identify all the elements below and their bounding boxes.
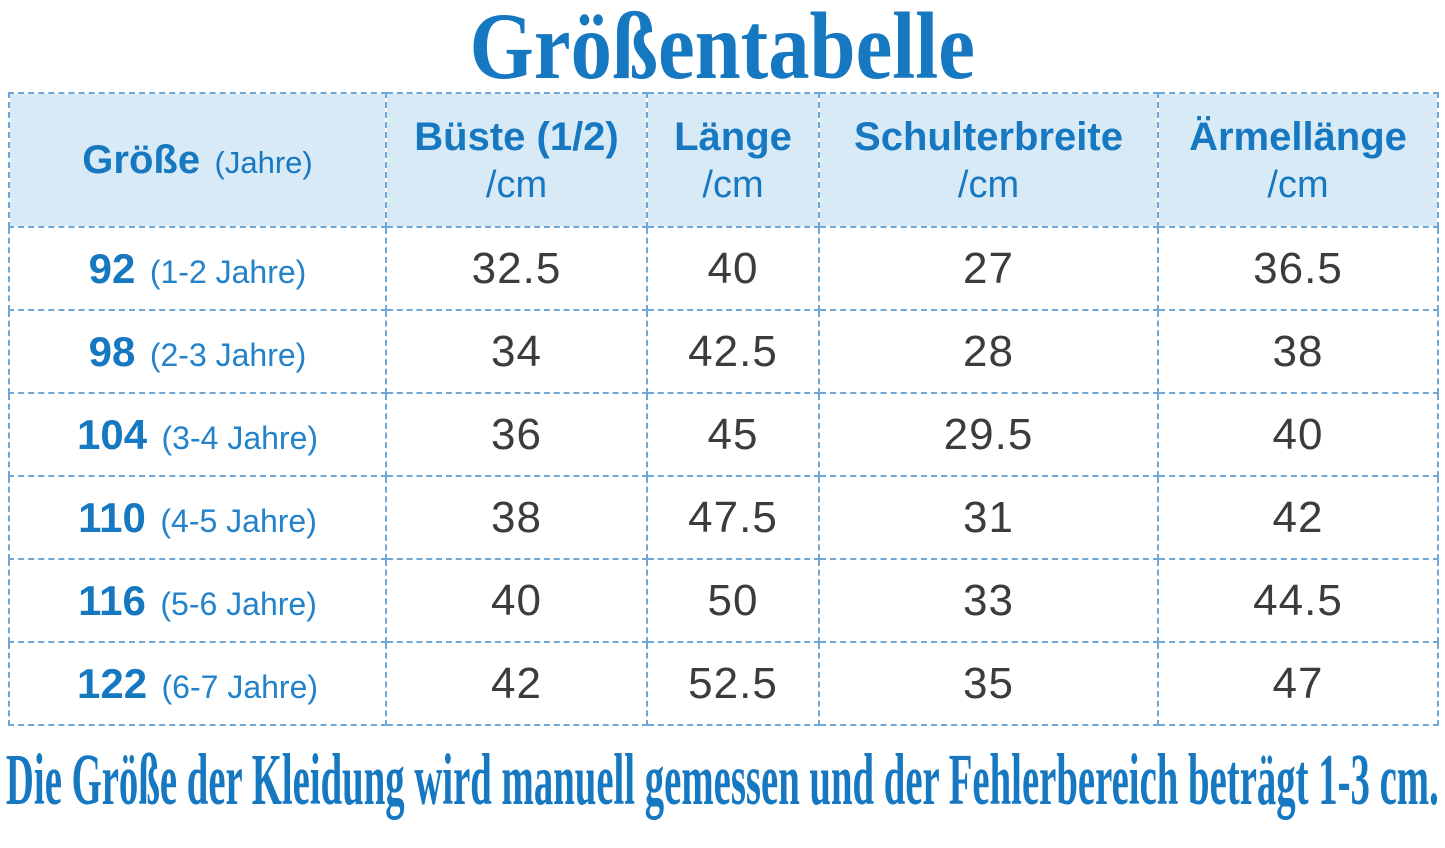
- size-age-range: (2-3 Jahre): [149, 336, 307, 373]
- size-number: 122: [76, 659, 148, 707]
- size-number: 92: [88, 244, 136, 292]
- table-row: 122 (6-7 Jahre) 42 52.5 35 47: [8, 641, 1439, 726]
- size-age-range: (4-5 Jahre): [160, 502, 317, 539]
- table-row: 116 (5-6 Jahre) 40 50 33 44.5: [8, 558, 1439, 643]
- size-cell: 98 (2-3 Jahre): [8, 309, 387, 394]
- header-bust-unit: /cm: [485, 164, 548, 207]
- table-row: 110 (4-5 Jahre) 38 47.5 31 42: [8, 475, 1439, 560]
- value-cell-shoulder: 27: [818, 226, 1159, 311]
- value-cell-bust: 38: [385, 475, 648, 560]
- value-cell-length: 45: [646, 392, 820, 477]
- size-age-range: (6-7 Jahre): [161, 668, 319, 705]
- value-cell-sleeve: 36.5: [1157, 226, 1439, 311]
- value-cell-shoulder: 29.5: [818, 392, 1159, 477]
- size-age-range: (1-2 Jahre): [149, 253, 307, 290]
- header-shoulder-unit: /cm: [957, 164, 1020, 207]
- header-sleeve-unit: /cm: [1267, 164, 1329, 207]
- size-cell: 116 (5-6 Jahre): [8, 558, 387, 643]
- table-row: 98 (2-3 Jahre) 34 42.5 28 38: [8, 309, 1439, 394]
- value-cell-sleeve: 47: [1157, 641, 1439, 726]
- header-length-unit: /cm: [702, 164, 764, 207]
- size-age-range: (5-6 Jahre): [160, 585, 317, 622]
- value-cell-shoulder: 31: [818, 475, 1159, 560]
- value-cell-length: 50: [646, 558, 820, 643]
- value-cell-length: 47.5: [646, 475, 820, 560]
- value-cell-shoulder: 28: [818, 309, 1159, 394]
- value-cell-length: 42.5: [646, 309, 820, 394]
- header-size-column: Größe (Jahre): [8, 92, 387, 228]
- size-number: 98: [88, 327, 136, 375]
- header-size-sub: (Jahre): [214, 144, 313, 180]
- header-shoulder-column: Schulterbreite /cm: [818, 92, 1159, 228]
- size-cell: 104 (3-4 Jahre): [8, 392, 387, 477]
- value-cell-sleeve: 44.5: [1157, 558, 1439, 643]
- value-cell-shoulder: 33: [818, 558, 1159, 643]
- size-cell: 122 (6-7 Jahre): [8, 641, 387, 726]
- header-length-column: Länge /cm: [646, 92, 820, 228]
- size-number: 110: [78, 493, 146, 541]
- page-title: Größentabelle: [469, 0, 976, 99]
- header-bust-column: Büste (1/2) /cm: [385, 92, 648, 228]
- size-cell: 110 (4-5 Jahre): [8, 475, 387, 560]
- title-bar: Größentabelle: [0, 0, 1445, 99]
- size-number: 116: [78, 576, 146, 624]
- header-shoulder-label: Schulterbreite: [854, 115, 1123, 160]
- value-cell-bust: 34: [385, 309, 648, 394]
- header-bust-label: Büste (1/2): [414, 115, 619, 160]
- footer-note-bar: Die Größe der Kleidung wird manuell geme…: [0, 739, 1445, 820]
- value-cell-length: 52.5: [646, 641, 820, 726]
- measurement-disclaimer-note: Die Größe der Kleidung wird manuell geme…: [6, 739, 1439, 820]
- table-header-row: Größe (Jahre) Büste (1/2) /cm Länge /cm …: [8, 92, 1439, 228]
- value-cell-sleeve: 42: [1157, 475, 1439, 560]
- value-cell-bust: 40: [385, 558, 648, 643]
- value-cell-sleeve: 40: [1157, 392, 1439, 477]
- table-row: 92 (1-2 Jahre) 32.5 40 27 36.5: [8, 226, 1439, 311]
- value-cell-bust: 42: [385, 641, 648, 726]
- size-number: 104: [76, 410, 148, 458]
- value-cell-sleeve: 38: [1157, 309, 1439, 394]
- size-cell: 92 (1-2 Jahre): [8, 226, 387, 311]
- header-size-label: Größe: [82, 137, 201, 182]
- table-row: 104 (3-4 Jahre) 36 45 29.5 40: [8, 392, 1439, 477]
- size-chart-table: Größe (Jahre) Büste (1/2) /cm Länge /cm …: [8, 92, 1439, 726]
- size-age-range: (3-4 Jahre): [161, 419, 319, 456]
- header-sleeve-label: Ärmellänge: [1189, 115, 1407, 160]
- value-cell-length: 40: [646, 226, 820, 311]
- value-cell-bust: 36: [385, 392, 648, 477]
- header-sleeve-column: Ärmellänge /cm: [1157, 92, 1439, 228]
- header-length-label: Länge: [674, 115, 792, 160]
- value-cell-bust: 32.5: [385, 226, 648, 311]
- value-cell-shoulder: 35: [818, 641, 1159, 726]
